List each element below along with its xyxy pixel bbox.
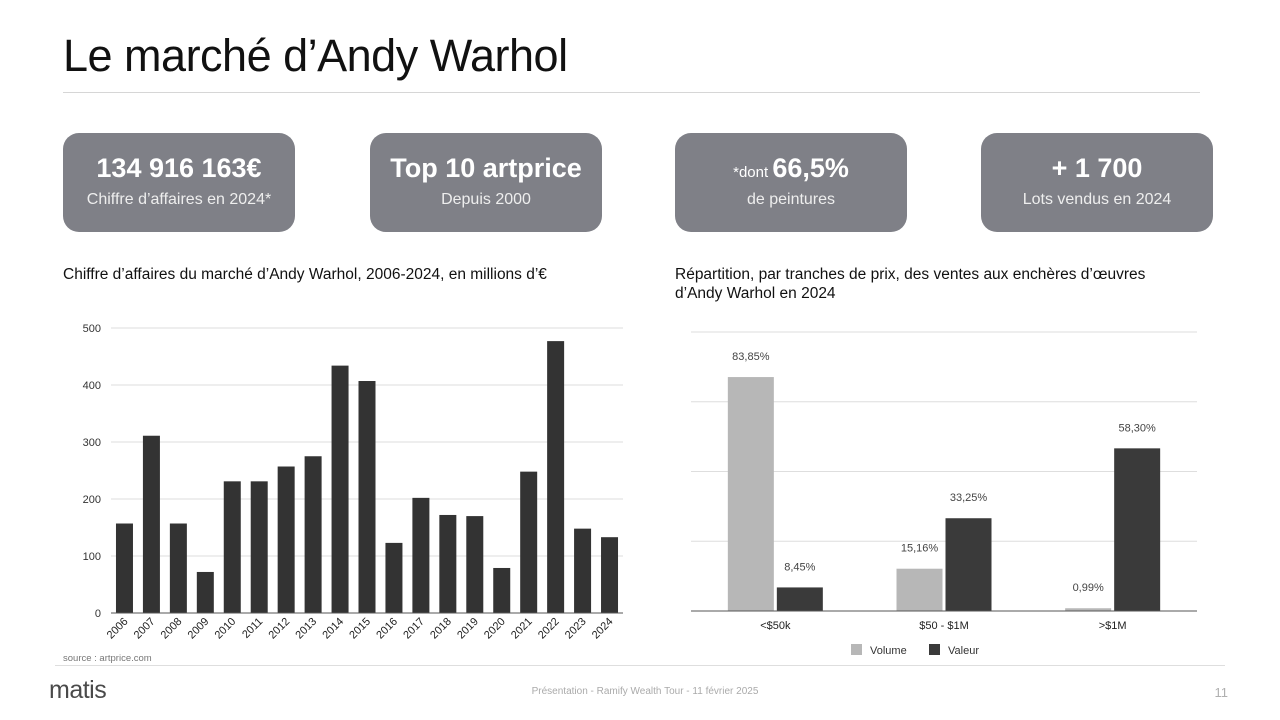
- legend-label: Volume: [870, 645, 907, 657]
- bar: [304, 456, 322, 613]
- bar: [142, 435, 160, 613]
- x-tick-label: $50 - $1M: [919, 620, 969, 632]
- data-label: 0,99%: [1073, 582, 1104, 594]
- data-label: 8,45%: [784, 561, 815, 573]
- x-tick-label: 2023: [563, 616, 589, 642]
- revenue-bar-chart: 0 100 200 300 400 500 2006 2007 2008 2009 2010 2011…: [83, 323, 623, 642]
- bar: [520, 471, 538, 613]
- bar-valeur: [945, 518, 992, 611]
- legend-swatch-valeur: [929, 644, 940, 655]
- footer-divider: [55, 665, 1225, 666]
- x-tick-label: 2018: [428, 616, 454, 642]
- bar: [574, 528, 592, 613]
- page-title: Le marché d’Andy Warhol: [63, 30, 568, 81]
- x-tick-label: 2015: [347, 616, 373, 642]
- y-tick-label: 100: [83, 551, 101, 563]
- x-tick-label: 2016: [374, 616, 400, 642]
- legend-swatch-volume: [851, 644, 862, 655]
- kpi-card-lots: + 1 700 Lots vendus en 2024: [981, 133, 1213, 232]
- x-tick-label: 2020: [482, 616, 508, 642]
- data-label: 58,30%: [1119, 422, 1157, 434]
- bar: [439, 514, 457, 613]
- x-tick-label: 2012: [266, 616, 292, 642]
- bar-valeur: [776, 587, 823, 611]
- x-tick-label: <$50k: [760, 620, 791, 632]
- price-range-bar-chart: 83,85% 8,45% <$50k 15,16% 33,25% $50 - $1M 0,9…: [691, 331, 1197, 657]
- kpi-value: 134 916 163€: [96, 153, 262, 183]
- bar: [196, 571, 214, 613]
- bar-valeur: [1114, 448, 1161, 611]
- bar: [601, 537, 619, 613]
- kpi-label: Depuis 2000: [441, 191, 531, 208]
- bar: [547, 341, 565, 613]
- data-label: 83,85%: [732, 351, 770, 363]
- source-note: source : artprice.com: [63, 653, 152, 664]
- kpi-card-revenue: 134 916 163€ Chiffre d’affaires en 2024*: [63, 133, 295, 232]
- kpi-value: + 1 700: [1051, 153, 1143, 183]
- x-tick-label: 2008: [159, 616, 185, 642]
- footer-text: Présentation - Ramify Wealth Tour - 11 f…: [531, 686, 759, 697]
- kpi-prefix: *dont: [733, 164, 773, 181]
- bar-volume: [896, 568, 943, 611]
- bar: [169, 523, 187, 613]
- bar: [466, 516, 484, 613]
- x-tick-label: 2019: [455, 616, 481, 642]
- bar: [115, 523, 133, 613]
- y-tick-label: 500: [83, 323, 101, 335]
- kpi-label: Chiffre d’affaires en 2024*: [86, 191, 272, 208]
- y-tick-label: 300: [83, 437, 101, 449]
- bar: [412, 497, 430, 613]
- bar-volume: [727, 377, 774, 611]
- x-tick-label: 2010: [213, 616, 239, 642]
- x-tick-label: 2024: [590, 616, 616, 642]
- brand-logo: matis: [49, 676, 107, 704]
- kpi-card-paintings: *dont 66,5% de peintures: [675, 133, 907, 232]
- bar: [493, 567, 511, 613]
- distribution-chart-title: Répartition, par tranches de prix, des v…: [675, 266, 1146, 302]
- kpi-label: de peintures: [746, 191, 836, 208]
- x-tick-label: 2013: [293, 616, 319, 642]
- x-tick-label: >$1M: [1099, 620, 1127, 632]
- kpi-card-ranking: Top 10 artprice Depuis 2000: [370, 133, 602, 232]
- title-divider: [63, 92, 1200, 93]
- bar: [385, 542, 403, 613]
- bar: [223, 481, 241, 613]
- data-label: 15,16%: [901, 543, 939, 555]
- y-tick-label: 0: [95, 608, 101, 620]
- x-tick-label: 2009: [186, 616, 212, 642]
- legend-label: Valeur: [948, 645, 979, 657]
- x-tick-label: 2017: [401, 616, 427, 642]
- x-tick-label: 2006: [105, 616, 131, 642]
- data-label: 33,25%: [950, 492, 988, 504]
- y-tick-label: 400: [83, 380, 101, 392]
- x-tick-label: 2022: [536, 616, 562, 642]
- bar: [277, 466, 295, 613]
- kpi-value: Top 10 artprice: [390, 153, 582, 183]
- bar: [331, 365, 349, 613]
- kpi-value: 66,5%: [772, 153, 849, 183]
- x-tick-label: 2007: [132, 616, 158, 642]
- y-tick-label: 200: [83, 494, 101, 506]
- bar: [358, 381, 376, 613]
- bar-volume: [1065, 608, 1112, 611]
- revenue-chart-title: Chiffre d’affaires du marché d’Andy Warh…: [63, 266, 547, 283]
- x-tick-label: 2014: [320, 616, 346, 642]
- x-tick-label: 2021: [509, 616, 535, 642]
- page-number: 11: [1214, 685, 1229, 700]
- x-tick-label: 2011: [240, 616, 265, 641]
- kpi-label: Lots vendus en 2024: [1022, 191, 1172, 208]
- bar: [250, 481, 268, 613]
